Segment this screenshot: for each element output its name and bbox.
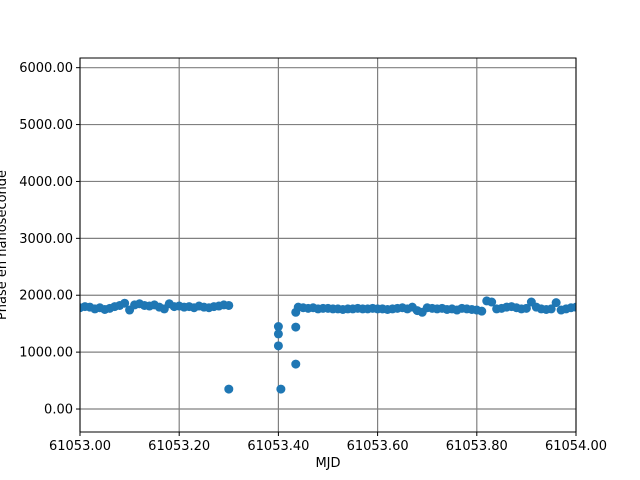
x-tick-label: 61053.40 xyxy=(247,439,309,454)
point xyxy=(551,298,561,308)
x-tick-label: 61053.00 xyxy=(49,439,111,454)
x-axis-label: MJD xyxy=(315,456,340,471)
y-tick-label: 0.00 xyxy=(44,403,73,418)
x-tick-label: 61053.60 xyxy=(347,439,409,454)
point xyxy=(273,329,283,339)
y-tick-label: 6000.00 xyxy=(19,61,73,76)
point xyxy=(571,302,576,312)
y-tick-label: 2000.00 xyxy=(19,289,73,304)
point xyxy=(521,303,531,313)
y-tick-label: 1000.00 xyxy=(19,346,73,361)
point xyxy=(273,322,283,332)
x-tick-label: 61054.00 xyxy=(545,439,607,454)
point xyxy=(487,297,497,307)
axes-frame xyxy=(79,57,577,433)
x-tick-label: 61053.20 xyxy=(148,439,210,454)
point xyxy=(291,322,301,332)
y-tick-label: 3000.00 xyxy=(19,232,73,247)
y-axis-label: Phase en nanoseconde xyxy=(0,170,10,320)
point xyxy=(120,298,130,308)
point xyxy=(546,304,556,314)
point xyxy=(477,306,487,316)
x-tick-label: 61053.80 xyxy=(446,439,508,454)
point xyxy=(273,341,283,351)
point xyxy=(224,300,234,310)
point xyxy=(291,359,301,369)
point xyxy=(276,384,286,394)
y-tick-label: 5000.00 xyxy=(19,118,73,133)
y-tick-label: 4000.00 xyxy=(19,175,73,190)
point xyxy=(224,384,234,394)
plot-area xyxy=(80,296,576,394)
